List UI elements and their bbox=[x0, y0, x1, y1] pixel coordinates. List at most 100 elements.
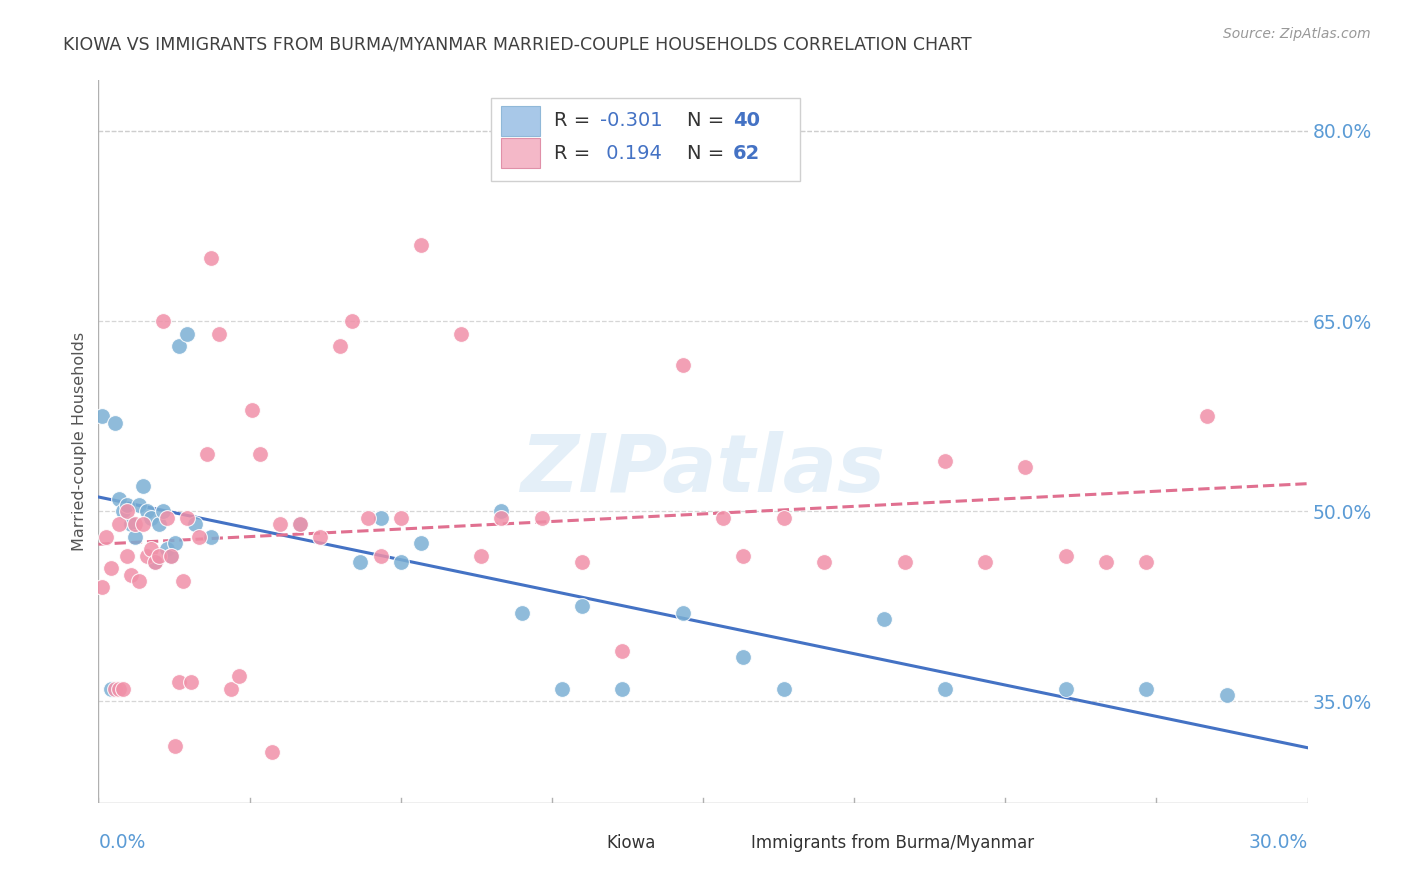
Point bbox=[143, 555, 166, 569]
Point bbox=[571, 599, 593, 614]
Point bbox=[111, 681, 134, 696]
Point bbox=[107, 491, 129, 506]
Point bbox=[342, 314, 364, 328]
Point bbox=[163, 536, 186, 550]
Point bbox=[111, 504, 134, 518]
Point bbox=[128, 574, 150, 588]
Point bbox=[389, 510, 412, 524]
Text: Source: ZipAtlas.com: Source: ZipAtlas.com bbox=[1223, 27, 1371, 41]
Text: N =: N = bbox=[688, 144, 731, 162]
Text: R =: R = bbox=[554, 112, 596, 130]
Point bbox=[1014, 459, 1036, 474]
FancyBboxPatch shape bbox=[703, 828, 740, 857]
Point bbox=[370, 549, 392, 563]
Point bbox=[672, 606, 695, 620]
Point bbox=[188, 530, 211, 544]
Point bbox=[260, 745, 283, 759]
Point bbox=[672, 359, 695, 373]
Point bbox=[711, 510, 734, 524]
Point bbox=[195, 447, 218, 461]
FancyBboxPatch shape bbox=[492, 98, 800, 181]
Point bbox=[180, 675, 202, 690]
Point bbox=[200, 530, 222, 544]
Point bbox=[612, 643, 634, 657]
Point bbox=[409, 238, 432, 252]
Text: KIOWA VS IMMIGRANTS FROM BURMA/MYANMAR MARRIED-COUPLE HOUSEHOLDS CORRELATION CHA: KIOWA VS IMMIGRANTS FROM BURMA/MYANMAR M… bbox=[63, 36, 972, 54]
Point bbox=[934, 453, 956, 467]
Text: 40: 40 bbox=[734, 112, 761, 130]
Point bbox=[510, 606, 533, 620]
Text: ZIPatlas: ZIPatlas bbox=[520, 432, 886, 509]
Point bbox=[120, 567, 142, 582]
Point bbox=[163, 739, 186, 753]
Point bbox=[184, 516, 207, 531]
Point bbox=[1095, 555, 1118, 569]
Point bbox=[156, 510, 179, 524]
Point bbox=[269, 516, 291, 531]
Point bbox=[152, 504, 174, 518]
Point bbox=[128, 498, 150, 512]
Point bbox=[208, 326, 231, 341]
Point bbox=[1135, 681, 1157, 696]
Point bbox=[409, 536, 432, 550]
Point bbox=[221, 681, 243, 696]
Point bbox=[124, 530, 146, 544]
Point bbox=[135, 549, 157, 563]
Point bbox=[571, 555, 593, 569]
Text: 62: 62 bbox=[734, 144, 761, 162]
Point bbox=[772, 681, 794, 696]
Point bbox=[96, 530, 118, 544]
Point bbox=[107, 681, 129, 696]
Point bbox=[530, 510, 553, 524]
Text: R =: R = bbox=[554, 144, 596, 162]
Y-axis label: Married-couple Households: Married-couple Households bbox=[72, 332, 87, 551]
Point bbox=[873, 612, 896, 626]
Point bbox=[288, 516, 311, 531]
Point bbox=[172, 574, 194, 588]
Point bbox=[329, 339, 352, 353]
Point bbox=[103, 681, 125, 696]
Point bbox=[167, 339, 190, 353]
Point bbox=[115, 498, 138, 512]
Point bbox=[139, 510, 162, 524]
Point bbox=[100, 681, 122, 696]
Text: 0.194: 0.194 bbox=[600, 144, 662, 162]
FancyBboxPatch shape bbox=[501, 105, 540, 136]
Point bbox=[491, 504, 513, 518]
Text: Kiowa: Kiowa bbox=[606, 833, 655, 852]
Point bbox=[288, 516, 311, 531]
Point bbox=[733, 650, 755, 665]
Point bbox=[148, 516, 170, 531]
Point bbox=[357, 510, 380, 524]
Point bbox=[200, 251, 222, 265]
Point bbox=[91, 580, 114, 594]
Point bbox=[893, 555, 915, 569]
Point bbox=[370, 510, 392, 524]
Point bbox=[551, 681, 574, 696]
Point bbox=[813, 555, 835, 569]
Point bbox=[974, 555, 997, 569]
Point bbox=[733, 549, 755, 563]
Point bbox=[91, 409, 114, 424]
Text: 30.0%: 30.0% bbox=[1249, 833, 1308, 853]
Point bbox=[1054, 549, 1077, 563]
Point bbox=[176, 510, 198, 524]
Point bbox=[1195, 409, 1218, 424]
Point bbox=[1135, 555, 1157, 569]
Point bbox=[160, 549, 183, 563]
Point bbox=[228, 669, 250, 683]
Point bbox=[349, 555, 371, 569]
Point bbox=[132, 516, 155, 531]
Point bbox=[309, 530, 332, 544]
Point bbox=[120, 516, 142, 531]
Point bbox=[124, 516, 146, 531]
Point bbox=[160, 549, 183, 563]
Point bbox=[156, 542, 179, 557]
Point bbox=[240, 402, 263, 417]
Text: -0.301: -0.301 bbox=[600, 112, 662, 130]
Point bbox=[143, 555, 166, 569]
FancyBboxPatch shape bbox=[501, 138, 540, 169]
Point bbox=[249, 447, 271, 461]
Text: N =: N = bbox=[688, 112, 731, 130]
Point bbox=[491, 510, 513, 524]
